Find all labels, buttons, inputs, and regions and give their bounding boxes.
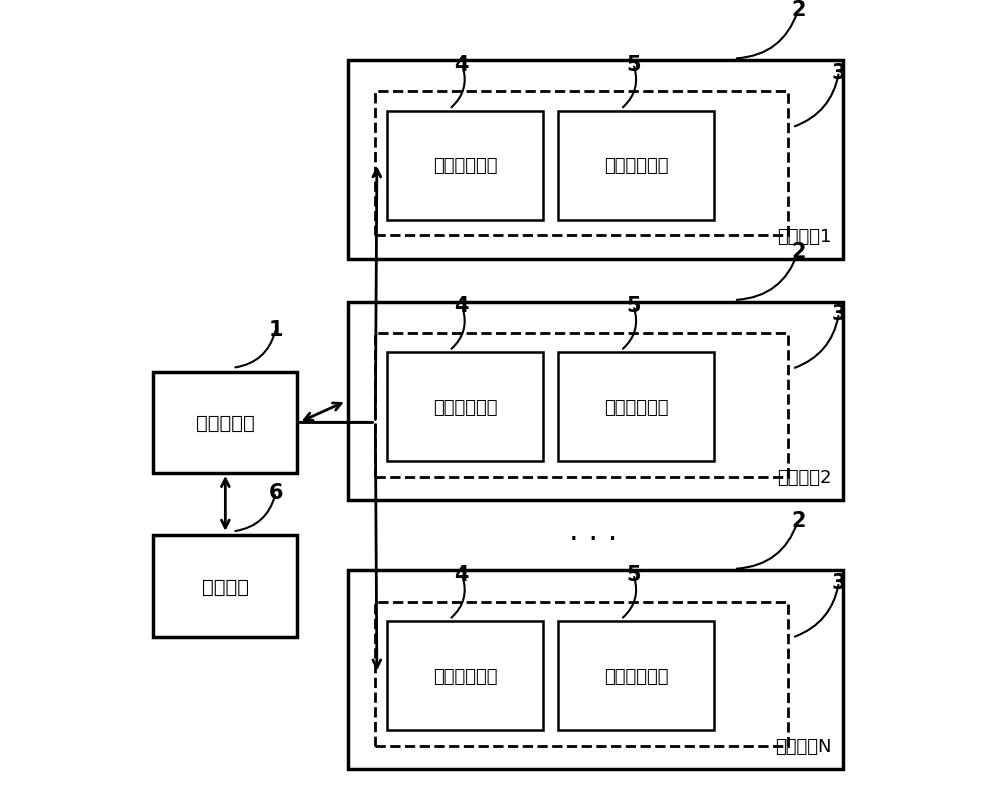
Bar <box>153 373 297 474</box>
Text: 目标车辆: 目标车辆 <box>202 577 249 596</box>
Bar <box>387 353 543 462</box>
Text: 3: 3 <box>832 304 846 324</box>
Text: 设备网关单元: 设备网关单元 <box>433 157 497 175</box>
Bar <box>558 112 714 221</box>
Bar <box>348 571 843 769</box>
Text: 服务集群2: 服务集群2 <box>777 469 831 487</box>
Text: · · ·: · · · <box>569 525 618 554</box>
Text: 设备网关单元: 设备网关单元 <box>433 398 497 416</box>
Text: 4: 4 <box>455 55 469 75</box>
Bar <box>558 622 714 730</box>
Text: 2: 2 <box>791 510 806 530</box>
Bar <box>375 92 788 236</box>
Text: 负载均衡器: 负载均衡器 <box>196 414 255 432</box>
Text: 服务集群1: 服务集群1 <box>777 227 831 246</box>
Bar <box>375 333 788 477</box>
Text: 5: 5 <box>626 565 641 585</box>
Text: 1: 1 <box>269 320 283 340</box>
Bar <box>348 302 843 500</box>
Text: 服务集群N: 服务集群N <box>775 737 831 755</box>
Text: 2: 2 <box>791 242 806 262</box>
Text: 业务服务单元: 业务服务单元 <box>604 666 669 685</box>
Bar <box>375 601 788 746</box>
Text: 3: 3 <box>832 573 846 593</box>
Text: 4: 4 <box>455 565 469 585</box>
Text: 2: 2 <box>791 0 806 20</box>
Text: 设备网关单元: 设备网关单元 <box>433 666 497 685</box>
Text: 5: 5 <box>626 55 641 75</box>
Text: 5: 5 <box>626 296 641 316</box>
Text: 3: 3 <box>832 63 846 83</box>
Text: 业务服务单元: 业务服务单元 <box>604 157 669 175</box>
Bar <box>558 353 714 462</box>
Text: 4: 4 <box>455 296 469 316</box>
Bar <box>348 61 843 259</box>
Bar <box>387 112 543 221</box>
Text: 6: 6 <box>269 483 283 503</box>
Bar <box>387 622 543 730</box>
Text: 业务服务单元: 业务服务单元 <box>604 398 669 416</box>
Bar <box>153 536 297 637</box>
